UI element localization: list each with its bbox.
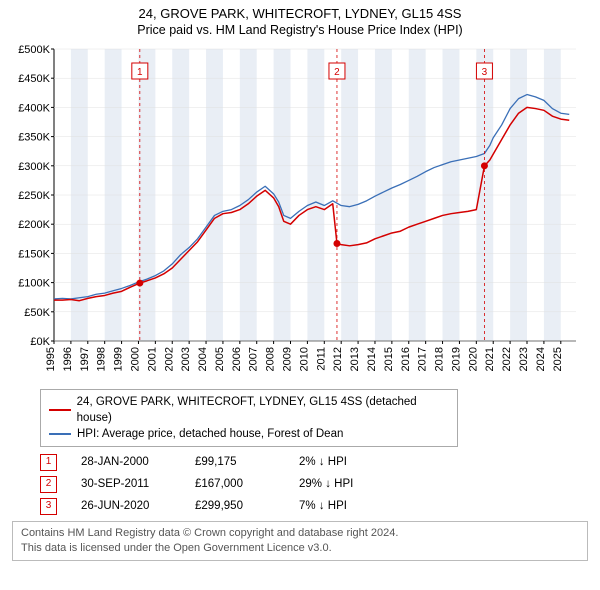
svg-text:£150K: £150K: [18, 248, 50, 260]
transaction-date-3: 26-JUN-2020: [81, 495, 171, 517]
svg-text:2002: 2002: [163, 347, 175, 371]
svg-text:2018: 2018: [434, 347, 446, 371]
svg-text:2017: 2017: [417, 347, 429, 371]
legend-label-hpi: HPI: Average price, detached house, Fore…: [77, 426, 343, 442]
footer-line-2: This data is licensed under the Open Gov…: [21, 541, 579, 556]
legend-item-property: 24, GROVE PARK, WHITECROFT, LYDNEY, GL15…: [49, 394, 449, 426]
transaction-row-3: 3 26-JUN-2020 £299,950 7% ↓ HPI: [40, 495, 588, 517]
svg-text:1996: 1996: [62, 347, 74, 371]
svg-text:2012: 2012: [332, 347, 344, 371]
chart-title-subtitle: Price paid vs. HM Land Registry's House …: [10, 23, 590, 37]
legend-swatch-property: [49, 409, 71, 411]
transaction-marker-2: 2: [40, 476, 57, 493]
svg-text:£250K: £250K: [18, 190, 50, 202]
svg-text:2025: 2025: [552, 347, 564, 371]
svg-text:2020: 2020: [467, 347, 479, 371]
svg-text:2001: 2001: [146, 347, 158, 371]
svg-text:£50K: £50K: [24, 307, 50, 319]
svg-text:£200K: £200K: [18, 219, 50, 231]
svg-text:1995: 1995: [45, 347, 57, 371]
legend-item-hpi: HPI: Average price, detached house, Fore…: [49, 426, 449, 442]
chart-titles: 24, GROVE PARK, WHITECROFT, LYDNEY, GL15…: [0, 0, 600, 39]
svg-text:2015: 2015: [383, 347, 395, 371]
transaction-price-2: £167,000: [195, 473, 275, 495]
svg-text:£100K: £100K: [18, 278, 50, 290]
price-chart-svg: £0K £50K £100K £150K £200K £250K £300K £350K £40…: [12, 43, 588, 383]
transaction-diff-2: 29% ↓ HPI: [299, 473, 389, 495]
svg-text:2010: 2010: [298, 347, 310, 371]
svg-text:2007: 2007: [248, 347, 260, 371]
footer-attribution: Contains HM Land Registry data © Crown c…: [12, 521, 588, 561]
legend-swatch-hpi: [49, 433, 71, 435]
svg-text:2: 2: [334, 67, 340, 78]
svg-text:£300K: £300K: [18, 161, 50, 173]
svg-text:1997: 1997: [79, 347, 91, 371]
transaction-row-1: 1 28-JAN-2000 £99,175 2% ↓ HPI: [40, 451, 588, 473]
svg-text:£500K: £500K: [18, 44, 50, 56]
svg-text:£0K: £0K: [30, 336, 50, 348]
svg-text:1: 1: [137, 67, 143, 78]
svg-text:2008: 2008: [265, 347, 277, 371]
svg-text:2000: 2000: [129, 347, 141, 371]
svg-text:2004: 2004: [197, 347, 209, 371]
svg-text:1998: 1998: [96, 347, 108, 371]
transactions-table: 1 28-JAN-2000 £99,175 2% ↓ HPI 2 30-SEP-…: [40, 451, 588, 517]
transaction-date-2: 30-SEP-2011: [81, 473, 171, 495]
svg-text:£400K: £400K: [18, 102, 50, 114]
legend-label-property: 24, GROVE PARK, WHITECROFT, LYDNEY, GL15…: [77, 394, 449, 426]
svg-text:2024: 2024: [535, 347, 547, 371]
transaction-price-3: £299,950: [195, 495, 275, 517]
transaction-marker-1: 1: [40, 454, 57, 471]
svg-text:£350K: £350K: [18, 132, 50, 144]
svg-text:2014: 2014: [366, 347, 378, 371]
chart-area: £0K £50K £100K £150K £200K £250K £300K £350K £40…: [12, 43, 588, 383]
chart-title-address: 24, GROVE PARK, WHITECROFT, LYDNEY, GL15…: [10, 6, 590, 21]
svg-text:2021: 2021: [484, 347, 496, 371]
svg-text:2013: 2013: [349, 347, 361, 371]
transaction-row-2: 2 30-SEP-2011 £167,000 29% ↓ HPI: [40, 473, 588, 495]
transaction-marker-3: 3: [40, 498, 57, 515]
svg-text:2006: 2006: [231, 347, 243, 371]
svg-text:3: 3: [482, 67, 488, 78]
legend-box: 24, GROVE PARK, WHITECROFT, LYDNEY, GL15…: [40, 389, 458, 447]
svg-text:2023: 2023: [518, 347, 530, 371]
svg-text:2009: 2009: [282, 347, 294, 371]
transaction-price-1: £99,175: [195, 451, 275, 473]
svg-text:£450K: £450K: [18, 73, 50, 85]
svg-text:2005: 2005: [214, 347, 226, 371]
svg-text:2011: 2011: [315, 347, 327, 371]
svg-text:1999: 1999: [113, 347, 125, 371]
svg-text:2016: 2016: [400, 347, 412, 371]
transaction-diff-3: 7% ↓ HPI: [299, 495, 389, 517]
svg-text:2003: 2003: [180, 347, 192, 371]
transaction-date-1: 28-JAN-2000: [81, 451, 171, 473]
svg-text:2022: 2022: [501, 347, 513, 371]
transaction-diff-1: 2% ↓ HPI: [299, 451, 389, 473]
footer-line-1: Contains HM Land Registry data © Crown c…: [21, 526, 579, 541]
svg-text:2019: 2019: [450, 347, 462, 371]
